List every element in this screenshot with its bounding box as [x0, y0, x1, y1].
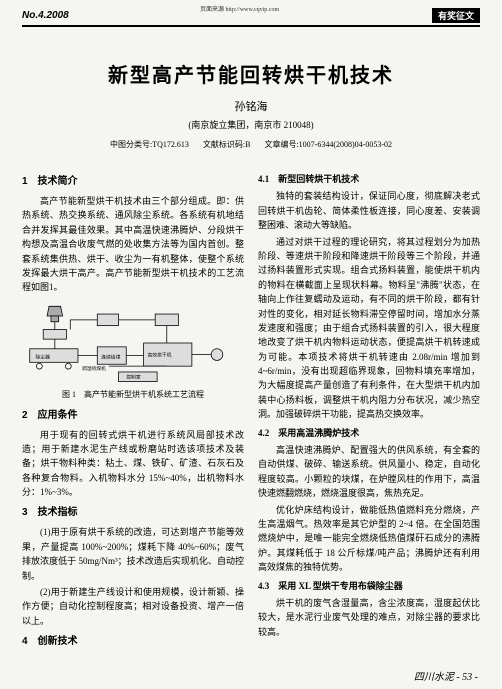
fig-label: 调湿喷煤机 — [82, 365, 106, 372]
affiliation: (南京旋立集团，南京市 210048) — [22, 118, 480, 131]
heading-4-3: 4.3 采用 XL 型烘干专用布袋除尘器 — [258, 579, 480, 593]
para: 高温快速沸腾炉、配置强大的供风系统，有全套的自动供煤、破碎、输送系统。供风量小、… — [258, 443, 480, 501]
figure-caption: 图 1 高产节能新型烘干机系统工艺流程 — [22, 389, 244, 402]
para: 独特的套装结构设计，保证同心度，彻底解决老式回转烘干机齿轮、简体柔性板连接，同心… — [258, 189, 480, 232]
heading-2: 2 应用条件 — [22, 408, 244, 424]
fig-label: 连续给煤 — [101, 353, 120, 360]
para: (2)用于新建生产线设计和使用规模，设计新颖、操作方便；自动化控制程度高；相对设… — [22, 585, 244, 628]
right-column: 4.1 新型回转烘干机技术 独特的套装结构设计，保证同心度，彻底解决老式回转烘干… — [258, 168, 480, 654]
fig-label: 控制室 — [126, 373, 141, 380]
issue-number: No.4.2008 — [22, 10, 69, 21]
article-title: 新型高产节能回转烘干机技术 — [22, 59, 480, 88]
article-id: 文章编号:1007-6344(2008)04-0053-02 — [264, 140, 392, 149]
classification-line: 中图分类号:TQ172.613 文献标识码:B 文章编号:1007-6344(2… — [22, 139, 480, 150]
fig-label: 除尘器 — [36, 353, 51, 360]
para: 高产节能新型烘干机技术由三个部分组成。即：供热系统、热交换系统、通风除尘系统。各… — [22, 194, 244, 295]
author: 孙铭海 — [22, 98, 480, 114]
para: 通过对烘干过程的理论研究，将其过程划分为加热阶段、等速烘干阶段和降速烘干阶段等三… — [258, 235, 480, 422]
flowchart-figure: 除尘器 调湿喷煤机 连续给煤 高效烘干机 控制室 — [22, 299, 244, 387]
heading-4-2: 4.2 采用高温沸腾炉技术 — [258, 426, 480, 440]
para: 烘干机的废气含湿量高，含尘浓度高，湿度起伏比较大，是水泥行业废气处理的难点，对除… — [258, 596, 480, 639]
heading-3: 3 技术指标 — [22, 505, 244, 521]
heading-4-1: 4.1 新型回转烘干机技术 — [258, 172, 480, 186]
heading-4: 4 创新技术 — [22, 634, 244, 650]
para: 用于现有的回转式烘干机进行系统风局部技术改造；用于新建水泥生产线或粉磨站时选该项… — [22, 428, 244, 500]
source-url: 页面来源 http://www.cqvip.com — [200, 4, 279, 13]
body-columns: 1 技术简介 高产节能新型烘干机技术由三个部分组成。即：供热系统、热交换系统、通… — [22, 168, 480, 654]
heading-1: 1 技术简介 — [22, 174, 244, 190]
page-footer: 四川水泥 - 53 - — [414, 668, 478, 683]
left-column: 1 技术简介 高产节能新型烘干机技术由三个部分组成。即：供热系统、热交换系统、通… — [22, 168, 244, 654]
fig-label: 高效烘干机 — [147, 351, 171, 358]
doc-code: 文献标识码:B — [203, 140, 251, 149]
cls-number: 中图分类号:TQ172.613 — [110, 140, 189, 149]
para: 优化炉床结构设计，做能低热值燃料充分燃烧，产生高温烟气。热效率是其它炉型的 2~… — [258, 503, 480, 575]
para: (1)用于原有烘干系统的改造，可达到增产节能等效果，产量提高 100%~200%… — [22, 525, 244, 583]
section-badge: 有奖征文 — [432, 8, 480, 23]
